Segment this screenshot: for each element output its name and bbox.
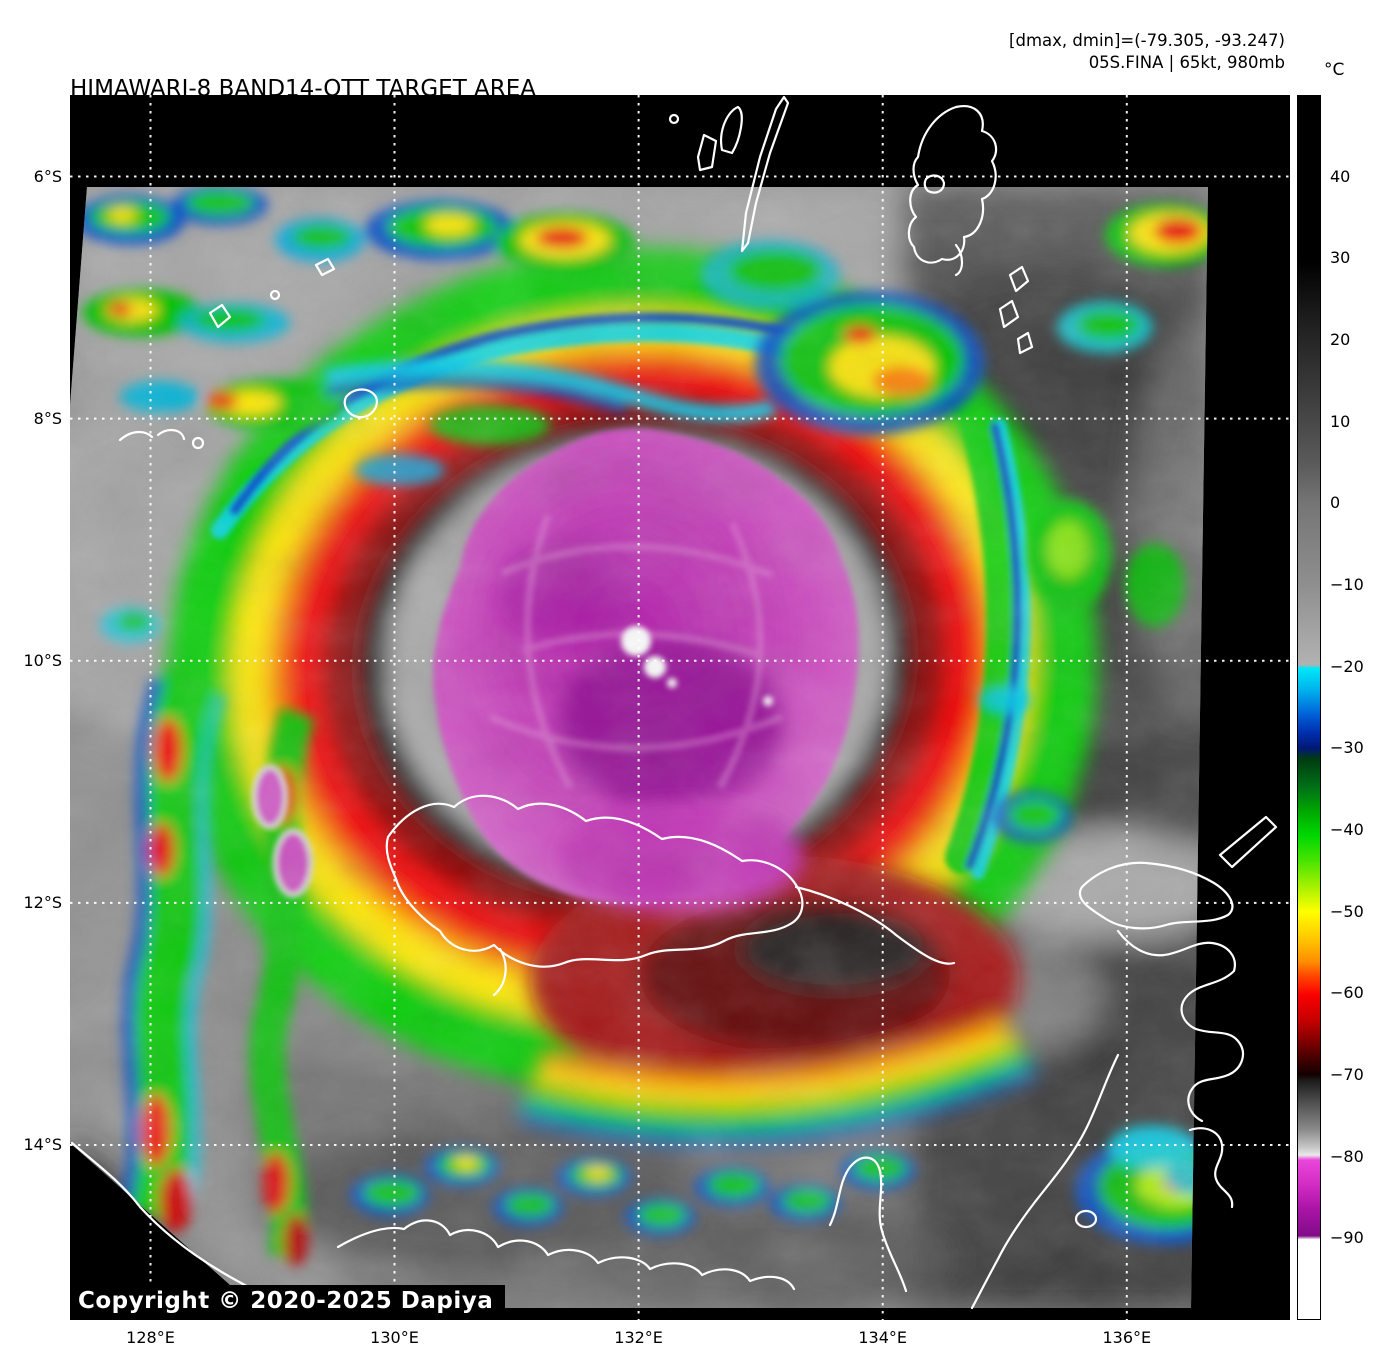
coastline-tanimbar-south — [954, 243, 1034, 355]
lat-label: 14°S — [23, 1135, 62, 1154]
coastline-islet-top — [668, 113, 680, 125]
lon-label: 136°E — [1102, 1328, 1152, 1347]
map-plot-area: Copyright © 2020-2025 Dapiya — [70, 95, 1290, 1320]
latitude-axis: 6°S 8°S 10°S 12°S 14°S — [0, 95, 62, 1320]
lat-label: 8°S — [33, 408, 62, 428]
cbar-tick: 20 — [1330, 330, 1351, 349]
lat-label: 6°S — [33, 166, 62, 186]
coastline-top-end-west — [970, 1053, 1120, 1310]
copyright-badge: Copyright © 2020-2025 Dapiya — [70, 1285, 506, 1320]
cbar-tick: 30 — [1330, 248, 1351, 268]
cbar-tick: 10 — [1330, 411, 1351, 431]
cbar-tick: −60 — [1330, 983, 1364, 1003]
cbar-tick: 40 — [1330, 166, 1351, 186]
cbar-tick: −90 — [1330, 1228, 1364, 1248]
satellite-scene — [70, 95, 1290, 1320]
cbar-tick: −70 — [1330, 1065, 1364, 1084]
cbar-tick: −40 — [1330, 820, 1364, 839]
colorbar — [1297, 95, 1321, 1320]
cbar-tick: −50 — [1330, 901, 1364, 921]
coastline-australia-nw — [336, 1219, 796, 1291]
cbar-tick: −20 — [1330, 656, 1364, 676]
coastline-kai-islands — [696, 105, 743, 172]
coastline-timor-east — [492, 885, 956, 997]
colorbar-unit-label: °C — [1324, 60, 1345, 80]
lat-label: 12°S — [23, 892, 62, 912]
longitude-axis: 128°E 130°E 132°E 134°E 136°E — [70, 1327, 1290, 1353]
coastline-bonaparte-headland — [828, 1156, 908, 1293]
coastlines — [70, 95, 1278, 1310]
satellite-data-swath — [70, 187, 1208, 1308]
graticule — [70, 95, 1290, 1320]
coastline-timor — [385, 794, 804, 968]
colorbar-tick-labels: 40 30 20 10 0 −10 −20 −30 −40 −50 −60 −7… — [1330, 95, 1386, 1320]
coastline-melville-island — [1078, 815, 1278, 930]
lon-label: 130°E — [370, 1328, 419, 1347]
lon-label: 128°E — [126, 1328, 175, 1347]
cbar-tick: −10 — [1330, 575, 1364, 594]
lon-label: 132°E — [614, 1328, 663, 1347]
coastline-leti-chain — [118, 257, 378, 442]
lon-label: 134°E — [858, 1328, 908, 1347]
coastline-top-end — [1116, 929, 1245, 1209]
meta-block: [dmax, dmin]=(-79.305, -93.247) 05S.FINA… — [1009, 30, 1285, 74]
coastline-lake — [1074, 1209, 1098, 1229]
coastline-islet-left1 — [191, 436, 205, 450]
coastline-yamdena-sliver — [740, 95, 790, 253]
coastline-islet-left2 — [269, 289, 281, 301]
dmax-dmin-readout: [dmax, dmin]=(-79.305, -93.247) — [1009, 31, 1285, 50]
coastline-tanimbar — [907, 105, 998, 264]
page-title: HIMAWARI-8 BAND14-OTT TARGET AREA — [70, 76, 537, 102]
lat-label: 10°S — [23, 650, 62, 670]
storm-id-readout: 05S.FINA | 65kt, 980mb — [1088, 53, 1285, 72]
cbar-tick: 0 — [1330, 493, 1341, 513]
cbar-tick: −30 — [1330, 738, 1364, 758]
cbar-tick: −80 — [1330, 1146, 1364, 1166]
